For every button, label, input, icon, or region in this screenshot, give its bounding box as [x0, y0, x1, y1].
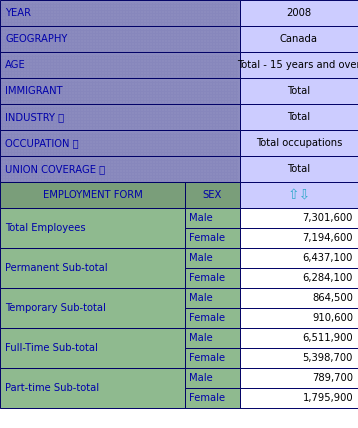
Text: EMPLOYMENT FORM: EMPLOYMENT FORM: [43, 190, 142, 200]
Text: Female: Female: [189, 353, 225, 363]
Text: 7,301,600: 7,301,600: [303, 213, 353, 223]
Text: YEAR: YEAR: [5, 8, 31, 18]
Text: 910,600: 910,600: [312, 313, 353, 323]
Text: GEOGRAPHY: GEOGRAPHY: [5, 34, 67, 44]
Text: Female: Female: [189, 273, 225, 283]
Bar: [0, 208, 185, 248]
Bar: [0, 288, 185, 328]
Text: 7,194,600: 7,194,600: [303, 233, 353, 243]
Bar: [240, 182, 358, 208]
Bar: [185, 268, 240, 288]
Text: Male: Male: [189, 373, 213, 383]
Text: Permanent Sub-total: Permanent Sub-total: [5, 263, 108, 273]
Text: Total occupations: Total occupations: [256, 138, 342, 148]
Text: Male: Male: [189, 253, 213, 263]
Bar: [0, 0, 240, 26]
Text: Full-Time Sub-total: Full-Time Sub-total: [5, 343, 98, 353]
Bar: [185, 228, 240, 248]
Text: IMMIGRANT: IMMIGRANT: [5, 86, 63, 96]
Text: Female: Female: [189, 393, 225, 403]
Bar: [240, 104, 358, 130]
Text: Canada: Canada: [280, 34, 318, 44]
Bar: [240, 228, 358, 248]
Bar: [240, 268, 358, 288]
Bar: [0, 248, 185, 288]
Text: UNION COVERAGE ⓘ: UNION COVERAGE ⓘ: [5, 164, 105, 174]
Text: 6,437,100: 6,437,100: [303, 253, 353, 263]
Text: 5,398,700: 5,398,700: [303, 353, 353, 363]
Bar: [185, 208, 240, 228]
Text: 789,700: 789,700: [312, 373, 353, 383]
Text: Total - 15 years and over: Total - 15 years and over: [237, 60, 358, 70]
Bar: [240, 208, 358, 228]
Bar: [240, 348, 358, 368]
Bar: [185, 308, 240, 328]
Bar: [240, 156, 358, 182]
Bar: [0, 156, 240, 182]
Text: Male: Male: [189, 293, 213, 303]
Bar: [240, 308, 358, 328]
Bar: [240, 0, 358, 26]
Bar: [185, 348, 240, 368]
Text: Male: Male: [189, 213, 213, 223]
Bar: [240, 130, 358, 156]
Bar: [240, 328, 358, 348]
Bar: [0, 368, 185, 408]
Text: OCCUPATION ⓘ: OCCUPATION ⓘ: [5, 138, 79, 148]
Bar: [240, 26, 358, 52]
Text: Total: Total: [287, 164, 310, 174]
Text: 1,795,900: 1,795,900: [303, 393, 353, 403]
Bar: [185, 368, 240, 388]
Bar: [0, 78, 240, 104]
Text: Total: Total: [287, 86, 310, 96]
Text: AGE: AGE: [5, 60, 26, 70]
Bar: [240, 388, 358, 408]
Bar: [240, 288, 358, 308]
Text: Total Employees: Total Employees: [5, 223, 86, 233]
Bar: [0, 26, 240, 52]
Bar: [185, 388, 240, 408]
Text: Female: Female: [189, 233, 225, 243]
Text: 6,511,900: 6,511,900: [303, 333, 353, 343]
Text: Total: Total: [287, 112, 310, 122]
Text: Part-time Sub-total: Part-time Sub-total: [5, 383, 99, 393]
Bar: [0, 130, 240, 156]
Bar: [185, 182, 240, 208]
Text: INDUSTRY ⓘ: INDUSTRY ⓘ: [5, 112, 64, 122]
Bar: [240, 248, 358, 268]
Bar: [0, 182, 185, 208]
Bar: [240, 78, 358, 104]
Text: 2008: 2008: [286, 8, 311, 18]
Text: Female: Female: [189, 313, 225, 323]
Bar: [240, 368, 358, 388]
Text: ⇧⇩: ⇧⇩: [287, 188, 311, 202]
Bar: [0, 328, 185, 368]
Bar: [0, 52, 240, 78]
Text: 6,284,100: 6,284,100: [303, 273, 353, 283]
Text: SEX: SEX: [203, 190, 222, 200]
Bar: [0, 104, 240, 130]
Bar: [240, 52, 358, 78]
Bar: [185, 248, 240, 268]
Text: Temporary Sub-total: Temporary Sub-total: [5, 303, 106, 313]
Text: 864,500: 864,500: [312, 293, 353, 303]
Bar: [185, 328, 240, 348]
Text: Male: Male: [189, 333, 213, 343]
Bar: [185, 288, 240, 308]
